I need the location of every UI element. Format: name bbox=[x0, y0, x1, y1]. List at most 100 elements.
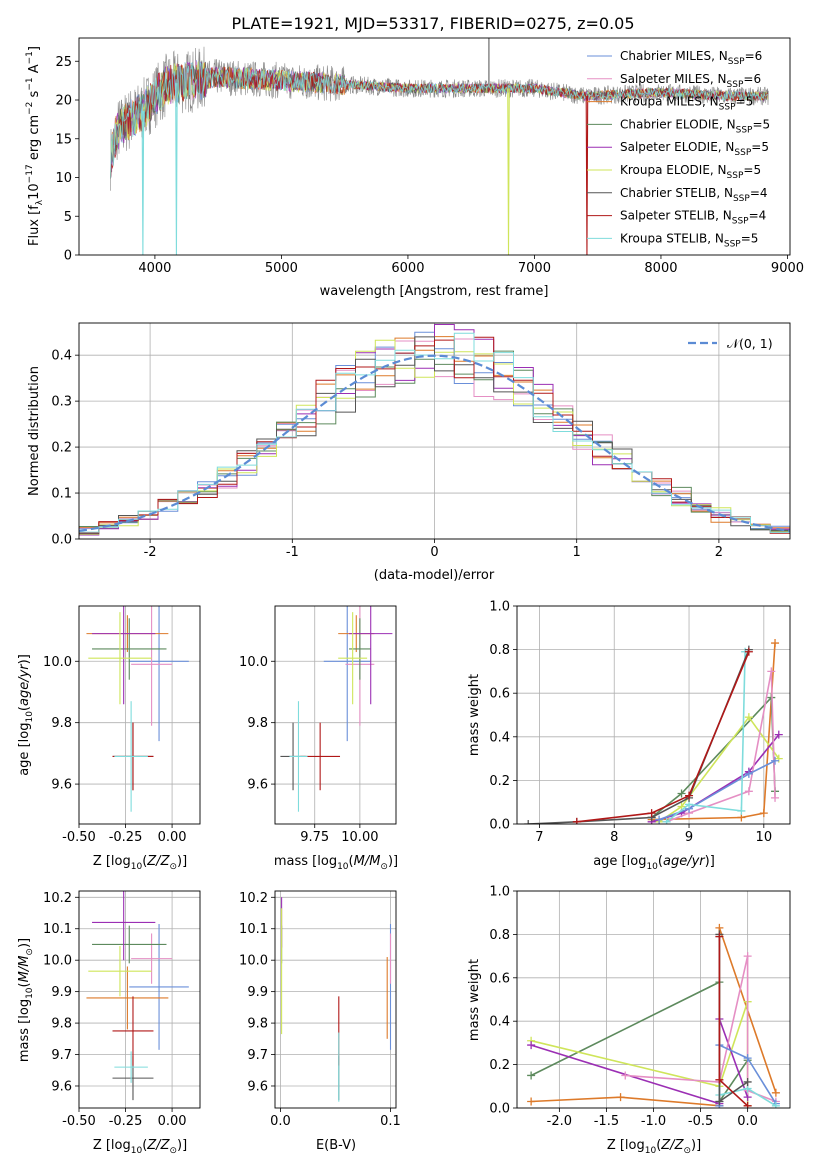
legend-label: Salpeter ELODIE, NSSP​=5 bbox=[620, 140, 769, 158]
y-tick-label: 0.4 bbox=[51, 349, 72, 364]
legend-label: Chabrier ELODIE, NSSP​=5 bbox=[620, 117, 770, 135]
plot-area bbox=[280, 606, 393, 812]
y-tick-label: 0.2 bbox=[489, 774, 510, 789]
legend-label: 𝒩(0, 1) bbox=[727, 336, 773, 351]
axes-spectrum: 4000 5000 6000 7000 8000 9000 0 5 10 15 20 25 wavele… bbox=[25, 37, 804, 299]
weight-marker-salp_miles bbox=[767, 667, 776, 676]
x-tick-label: 9.75 bbox=[300, 830, 329, 845]
label-part: ( bbox=[17, 982, 32, 987]
x-tick-label: 2 bbox=[715, 545, 723, 560]
label-part: ⊙ bbox=[683, 1146, 691, 1156]
y-tick-label: 0.4 bbox=[489, 730, 510, 745]
y-tick-label: 20 bbox=[55, 94, 72, 109]
x-axis-label: wavelength [Angstrom, rest frame] bbox=[320, 284, 549, 299]
x-tick-label: 10 bbox=[756, 830, 773, 845]
x-tick-label: -1 bbox=[286, 545, 299, 560]
gaussian-reference-line bbox=[79, 354, 790, 532]
label-part: ( bbox=[656, 1138, 661, 1153]
label-part: SSP bbox=[732, 217, 749, 227]
x-tick-label: 0 bbox=[430, 545, 438, 560]
label-part: mass [log bbox=[17, 999, 32, 1062]
axes-frame bbox=[78, 322, 791, 540]
label-part: Kroupa ELODIE, N bbox=[620, 163, 727, 177]
x-tick-label: -2 bbox=[144, 545, 157, 560]
weight-line-krou_elodie bbox=[530, 1001, 749, 1106]
y-tick-label: 9.9 bbox=[51, 985, 72, 1000]
x-tick-label: -0.25 bbox=[109, 830, 143, 845]
y-tick-label: 9.7 bbox=[51, 1048, 72, 1063]
weight-line-chab_elodie bbox=[651, 695, 776, 819]
y-tick-label: 10 bbox=[55, 171, 72, 186]
label-part: 10 bbox=[25, 711, 35, 723]
plot-area bbox=[527, 923, 780, 1108]
label-part: ⊙ bbox=[25, 948, 35, 956]
plot-area bbox=[281, 897, 392, 1102]
residual-histogram-krou_stelib bbox=[79, 332, 790, 533]
label-part: λ bbox=[35, 199, 45, 205]
label-part: Z/Z bbox=[660, 1138, 684, 1153]
plot-area bbox=[110, 38, 769, 255]
y-tick-label: 10.0 bbox=[43, 655, 72, 670]
axes-age_vs_Z: -0.50 -0.25 0.00 9.6 9.8 10.0 Z [log10​(Z/Z⊙​)… bbox=[17, 605, 201, 872]
x-axis-label: Z [log10​(Z/Z⊙​)] bbox=[93, 1138, 187, 1156]
y-tick-label: 1.0 bbox=[489, 600, 510, 615]
label-part: )] bbox=[177, 854, 187, 869]
label-part: ( bbox=[142, 854, 147, 869]
weight-marker-krou_miles bbox=[771, 1088, 780, 1097]
y-tick-label: 0.2 bbox=[489, 1058, 510, 1073]
weight-marker-chab_miles bbox=[771, 756, 780, 765]
label-part: Kroupa MILES, N bbox=[620, 95, 719, 109]
plot-area bbox=[86, 606, 189, 812]
label-part: Kroupa STELIB, N bbox=[620, 231, 724, 245]
label-part: ⊙ bbox=[169, 1146, 177, 1156]
y-tick-label: 0 bbox=[64, 249, 72, 264]
weight-marker-salp_stelib bbox=[744, 647, 753, 656]
label-part: A bbox=[27, 64, 42, 77]
x-tick-label: 9 bbox=[685, 830, 693, 845]
legend-label: Salpeter STELIB, NSSP​=4 bbox=[620, 209, 766, 227]
label-part: =4 bbox=[749, 209, 767, 223]
x-tick-label: -2.0 bbox=[547, 1114, 572, 1129]
y-tick-label: 0.8 bbox=[489, 928, 510, 943]
spectrum-dip bbox=[507, 88, 510, 255]
x-tick-label: 7000 bbox=[518, 261, 551, 276]
residual-histogram-salp_stelib bbox=[79, 336, 790, 534]
label-part: age/yr bbox=[17, 663, 32, 706]
y-tick-label: 0.2 bbox=[51, 441, 72, 456]
label-part: Flux [f bbox=[27, 205, 42, 246]
weight-line-krou_miles bbox=[651, 643, 776, 821]
axes-age_vs_mass: 9.75 10.00 9.6 9.8 10.0 mass [log10​(M/M⊙​)] bbox=[239, 605, 398, 872]
y-tick-label: 9.8 bbox=[247, 716, 268, 731]
label-part: )] bbox=[17, 938, 32, 948]
y-tick-label: 9.9 bbox=[247, 985, 268, 1000]
weight-marker-chab_miles bbox=[744, 769, 753, 778]
weight-line-salp_stelib bbox=[576, 651, 750, 823]
x-tick-label: 4000 bbox=[138, 261, 171, 276]
weight-marker-krou_stelib bbox=[737, 806, 746, 815]
y-axis-label: Normed distribution bbox=[27, 366, 42, 496]
weight-marker-salp_stelib bbox=[685, 791, 694, 800]
y-tick-label: 0.4 bbox=[489, 1015, 510, 1030]
label-part: age [log bbox=[17, 723, 32, 776]
label-part: 10 bbox=[131, 862, 143, 872]
x-axis-label: age [log10​(age/yr)] bbox=[593, 854, 715, 872]
y-axis-label: mass weight bbox=[467, 674, 482, 756]
label-part: ⊙ bbox=[169, 862, 177, 872]
weight-marker-salp_miles bbox=[743, 952, 752, 961]
plot-area bbox=[524, 639, 783, 824]
legend-label: Kroupa STELIB, NSSP​=5 bbox=[620, 231, 758, 249]
label-part: SSP bbox=[733, 194, 750, 204]
axes-frame bbox=[516, 605, 791, 825]
weight-marker-salp_miles bbox=[771, 793, 780, 802]
label-part: age [log bbox=[593, 854, 646, 869]
label-part: −17 bbox=[25, 164, 35, 183]
axes-weight_vs_age: 7 8 9 10 0.0 0.2 0.4 0.6 0.8 1.0 age [log10​(age/y… bbox=[467, 600, 791, 872]
x-tick-label: 8 bbox=[610, 830, 618, 845]
label-part: )] bbox=[17, 654, 32, 664]
figure-title: PLATE=1921, MJD=53317, FIBERID=0275, z=0… bbox=[231, 14, 634, 33]
y-tick-label: 0.0 bbox=[51, 533, 72, 548]
label-part: 10 bbox=[645, 1146, 657, 1156]
y-tick-label: 0.1 bbox=[51, 487, 72, 502]
label-part: Z/Z bbox=[146, 854, 170, 869]
x-tick-label: -0.50 bbox=[62, 1114, 96, 1129]
